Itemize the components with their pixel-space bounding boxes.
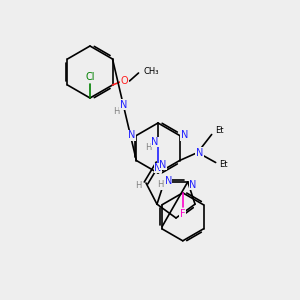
- Text: N: N: [120, 100, 127, 110]
- Text: N: N: [189, 180, 196, 190]
- Text: N: N: [165, 176, 172, 186]
- Text: N: N: [154, 163, 162, 173]
- Text: N: N: [151, 137, 159, 147]
- Text: N: N: [128, 130, 135, 140]
- Text: Et: Et: [215, 126, 223, 135]
- Text: Et: Et: [219, 160, 227, 169]
- Text: CH₃: CH₃: [143, 67, 159, 76]
- Text: N: N: [181, 130, 188, 140]
- Text: H: H: [157, 180, 164, 189]
- Text: Cl: Cl: [85, 72, 95, 82]
- Text: N: N: [196, 148, 203, 158]
- Text: N: N: [159, 160, 167, 170]
- Text: H: H: [145, 142, 151, 152]
- Text: H: H: [113, 107, 120, 116]
- Text: H: H: [135, 181, 141, 190]
- Text: O: O: [121, 76, 128, 86]
- Text: F: F: [180, 209, 186, 219]
